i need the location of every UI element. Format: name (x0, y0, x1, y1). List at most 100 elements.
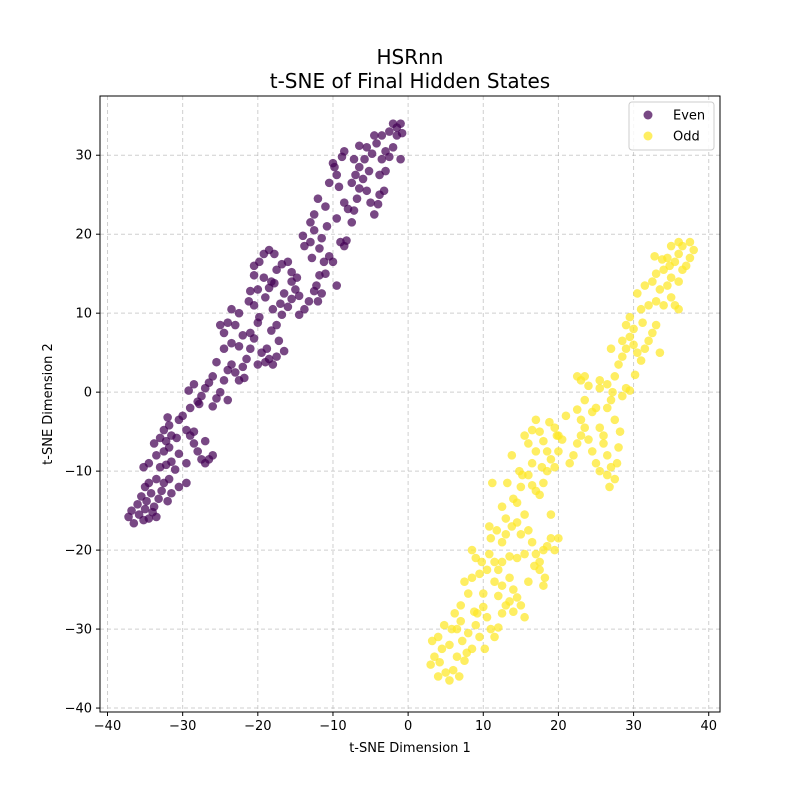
data-point-even (354, 162, 364, 172)
data-point-odd (507, 451, 517, 460)
data-point-even (142, 496, 151, 506)
data-point-even (234, 342, 244, 351)
data-point-odd (467, 573, 477, 583)
data-point-odd (437, 644, 447, 654)
data-point-even (215, 320, 225, 330)
data-point-even (298, 231, 308, 241)
data-point-odd (433, 632, 443, 642)
data-point-even (366, 198, 375, 207)
data-point-odd (629, 340, 638, 350)
data-point-odd (460, 577, 469, 586)
data-point-odd (484, 549, 494, 559)
data-point-odd (657, 255, 667, 264)
data-point-odd (460, 656, 469, 665)
data-point-even (242, 354, 251, 364)
data-point-even (193, 447, 202, 456)
data-point-even (261, 357, 270, 367)
data-point-even (249, 270, 259, 280)
data-point-odd (542, 447, 552, 456)
data-point-odd (430, 652, 439, 662)
data-point-even (358, 174, 368, 184)
data-point-even (227, 360, 236, 369)
data-point-even (255, 257, 264, 267)
data-point-even (397, 128, 407, 138)
data-point-odd (685, 253, 695, 263)
data-point-odd (580, 423, 590, 432)
data-point-odd (471, 620, 481, 630)
data-point-even (388, 143, 398, 152)
data-point-odd (638, 318, 647, 327)
legend-marker-even (643, 110, 653, 120)
data-point-odd (591, 458, 601, 468)
data-point-odd (516, 601, 526, 610)
data-point-even (272, 320, 281, 330)
data-point-even (184, 386, 193, 395)
data-point-even (223, 318, 233, 327)
data-point-even (259, 273, 269, 282)
data-point-odd (584, 381, 593, 391)
data-point-even (219, 376, 229, 385)
x-tick-label: 40 (700, 719, 717, 734)
data-point-even (194, 399, 204, 409)
data-point-odd (576, 431, 586, 440)
data-point-odd (615, 427, 625, 436)
y-axis-label: t-SNE Dimension 2 (41, 343, 56, 465)
data-point-even (322, 222, 332, 231)
data-point-odd (602, 470, 612, 480)
data-point-even (182, 458, 191, 468)
data-point-odd (490, 577, 499, 586)
data-point-odd (685, 237, 695, 247)
data-point-even (246, 344, 255, 354)
data-point-even (317, 233, 326, 243)
data-point-even (167, 488, 176, 498)
data-point-odd (621, 320, 631, 330)
data-point-even (219, 328, 229, 338)
data-point-odd (599, 439, 608, 448)
data-point-odd (539, 581, 548, 590)
data-point-even (238, 330, 248, 340)
data-point-odd (565, 458, 574, 468)
data-point-even (354, 184, 364, 193)
data-point-odd (467, 644, 477, 654)
data-point-odd (674, 249, 683, 259)
data-point-odd (454, 672, 464, 681)
data-point-even (367, 149, 377, 158)
data-point-odd (463, 628, 473, 638)
data-point-odd (456, 616, 466, 626)
data-point-odd (497, 537, 507, 547)
data-point-odd (524, 526, 533, 535)
data-point-even (268, 304, 278, 314)
data-point-odd (509, 607, 518, 617)
data-point-even (379, 186, 389, 196)
data-point-even (238, 362, 248, 372)
data-point-even (294, 291, 304, 301)
data-point-odd (518, 470, 527, 480)
data-point-even (347, 178, 357, 188)
data-point-odd (591, 403, 601, 413)
data-point-even (239, 373, 249, 383)
data-point-even (339, 198, 349, 207)
data-point-even (189, 427, 199, 436)
y-tick-label: −40 (65, 702, 92, 717)
x-axis-label: t-SNE Dimension 1 (349, 741, 471, 756)
data-point-odd (463, 589, 473, 598)
data-point-odd (625, 332, 635, 342)
data-point-odd (469, 607, 479, 617)
data-point-even (334, 182, 344, 192)
data-point-odd (494, 591, 503, 601)
data-point-even (385, 127, 394, 136)
data-point-even (337, 152, 347, 162)
data-point-even (300, 304, 309, 314)
data-point-odd (612, 458, 622, 468)
legend-label-odd: Odd (673, 130, 700, 145)
data-point-odd (475, 569, 484, 579)
data-point-odd (482, 612, 492, 622)
data-point-even (321, 269, 330, 278)
data-point-odd (663, 281, 672, 290)
data-point-even (163, 413, 172, 422)
data-point-odd (445, 676, 454, 685)
data-point-even (332, 214, 342, 223)
data-point-odd (655, 285, 665, 294)
data-point-even (127, 506, 136, 515)
data-point-even (212, 394, 221, 403)
